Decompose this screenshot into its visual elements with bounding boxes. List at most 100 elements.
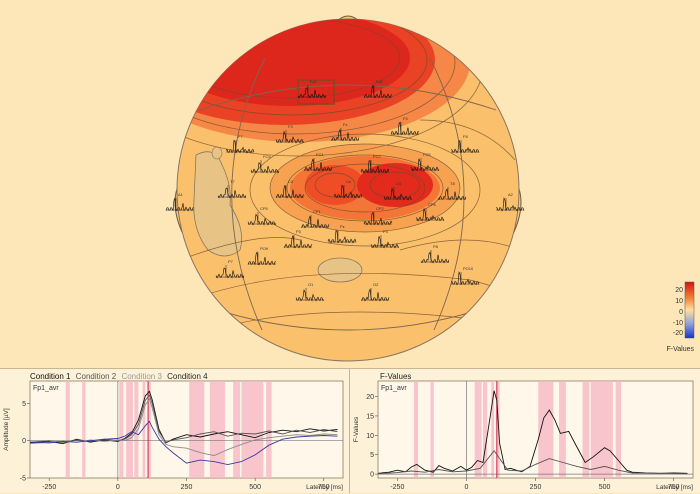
electrode-c3[interactable]: C3 <box>275 179 305 199</box>
electrode-trace <box>303 158 333 172</box>
condition-3-label[interactable]: Condition 3 <box>121 372 162 381</box>
electrode-trace <box>363 211 393 226</box>
electrode-cz[interactable]: Cz <box>333 179 363 199</box>
colorbar-tick: -10 <box>673 320 683 327</box>
colorbar-title: F-Values <box>667 346 695 353</box>
electrode-label: Fp1 <box>310 79 318 84</box>
electrode-p3[interactable]: P3 <box>283 229 313 249</box>
electrode-label: A2 <box>508 192 514 197</box>
channel-selection-box[interactable] <box>297 79 335 105</box>
electrode-p7[interactable]: P7 <box>215 259 245 279</box>
colorbar-tick: 10 <box>675 298 683 305</box>
significance-band <box>241 381 264 478</box>
colorbar-tick: 0 <box>679 309 683 316</box>
x-tick-label: 250 <box>181 484 193 491</box>
electrode-trace <box>300 216 330 229</box>
x-tick-label: 750 <box>668 484 680 491</box>
colorbar-tick: -20 <box>673 330 683 337</box>
electrode-trace <box>361 288 390 302</box>
electrode-fp1[interactable]: Fp1 <box>297 79 327 99</box>
series-line-3 <box>29 397 338 457</box>
significance-band <box>483 381 488 478</box>
electrode-label: FC6 <box>423 152 431 157</box>
y-axis-label: F-Values <box>353 416 360 442</box>
electrode-cp2[interactable]: CP2 <box>363 206 393 226</box>
condition-1-label[interactable]: Condition 1 <box>30 372 71 381</box>
significance-band <box>590 381 613 478</box>
electrode-cp6[interactable]: CP6 <box>415 202 445 222</box>
electrode-plots[interactable]: Fp1 Fp2 F7 F3 Fz F4 F8 FC5 FC1 FC2 FC6 T7 C3 Cz C4 T8 A1… <box>165 79 525 302</box>
electrode-c4[interactable]: C4 <box>383 181 413 201</box>
electrode-po9[interactable]: PO9 <box>247 246 276 266</box>
electrode-trace <box>410 158 440 172</box>
electrode-trace <box>495 197 525 212</box>
electrode-trace <box>415 208 445 222</box>
electrode-trace <box>363 85 393 99</box>
electrode-trace <box>370 236 400 249</box>
x-tick-label: 0 <box>464 484 468 491</box>
electrode-cp5[interactable]: CP5 <box>247 206 277 226</box>
electrode-trace <box>330 128 360 142</box>
electrode-fc5[interactable]: FC5 <box>250 154 280 174</box>
electrode-fc2[interactable]: FC2 <box>360 154 390 174</box>
electrode-t7[interactable]: T7 <box>217 179 247 199</box>
plot-area[interactable] <box>377 380 694 479</box>
significance-band <box>209 381 225 478</box>
y-tick-label: 20 <box>366 394 374 401</box>
condition-2-label[interactable]: Condition 2 <box>75 372 117 381</box>
electrode-label: T8 <box>450 181 455 186</box>
fvalue-panel: F-Values Fp1_avr 20 15 10 5 0 -250 0 250 500 750 La… <box>350 368 700 493</box>
electrode-trace <box>390 121 420 136</box>
electrode-trace <box>225 139 255 154</box>
electrode-f3[interactable]: F3 <box>275 124 304 144</box>
electrode-o1[interactable]: O1 <box>295 282 325 302</box>
electrode-p4[interactable]: P4 <box>370 229 400 249</box>
x-tick-label: -250 <box>42 484 56 491</box>
significance-band <box>615 381 622 478</box>
electrode-a1[interactable]: A1 <box>165 192 195 212</box>
electrode-fc1[interactable]: FC1 <box>303 152 333 172</box>
y-tick-label: 10 <box>366 433 374 440</box>
significance-band <box>126 381 133 478</box>
electrode-pz[interactable]: Pz <box>327 224 357 244</box>
electrode-label: F3 <box>288 124 293 129</box>
electrode-p8[interactable]: P8 <box>420 244 450 264</box>
electrode-fp2[interactable]: Fp2 <box>363 79 393 99</box>
significance-band <box>189 381 205 478</box>
electrode-o2[interactable]: O2 <box>361 282 390 302</box>
electrode-label: O2 <box>373 282 379 287</box>
significance-band <box>496 381 500 478</box>
electrode-f4[interactable]: F4 <box>390 116 420 136</box>
channel-label: Fp1_avr <box>33 385 59 392</box>
y-tick-label: 5 <box>370 452 374 459</box>
electrode-label: P7 <box>228 259 234 264</box>
series-line-4 <box>29 420 338 466</box>
electrode-f8[interactable]: F8 <box>450 134 480 154</box>
electrode-fc6[interactable]: FC6 <box>410 152 440 172</box>
electrode-trace <box>247 213 277 226</box>
electrode-label: A1 <box>178 192 184 197</box>
significance-band <box>142 381 146 478</box>
condition-4-label[interactable]: Condition 4 <box>167 372 208 381</box>
colorbar-tick: 20 <box>675 287 683 294</box>
significance-band <box>233 381 241 478</box>
electrode-label: T7 <box>230 179 235 184</box>
electrode-label: Fz <box>343 122 347 127</box>
electrode-label: F4 <box>403 116 408 121</box>
electrode-a2[interactable]: A2 <box>495 192 525 212</box>
electrode-f7[interactable]: F7 <box>225 134 255 154</box>
significance-band <box>582 381 590 478</box>
electrode-cp1[interactable]: CP1 <box>300 209 330 229</box>
electrode-t8[interactable]: T8 <box>437 181 467 201</box>
significance-band <box>266 381 272 478</box>
electrode-label: C4 <box>396 181 402 186</box>
significance-band <box>538 381 554 478</box>
electrode-po10[interactable]: PO10 <box>450 266 480 286</box>
channel-label-bg <box>31 382 65 392</box>
electrode-label: PO9 <box>260 246 269 251</box>
electrode-trace <box>420 251 450 264</box>
electrode-fz[interactable]: Fz <box>330 122 360 142</box>
amplitude-panel: Condition 1 Condition 2 Condition 3 Cond… <box>0 368 350 493</box>
